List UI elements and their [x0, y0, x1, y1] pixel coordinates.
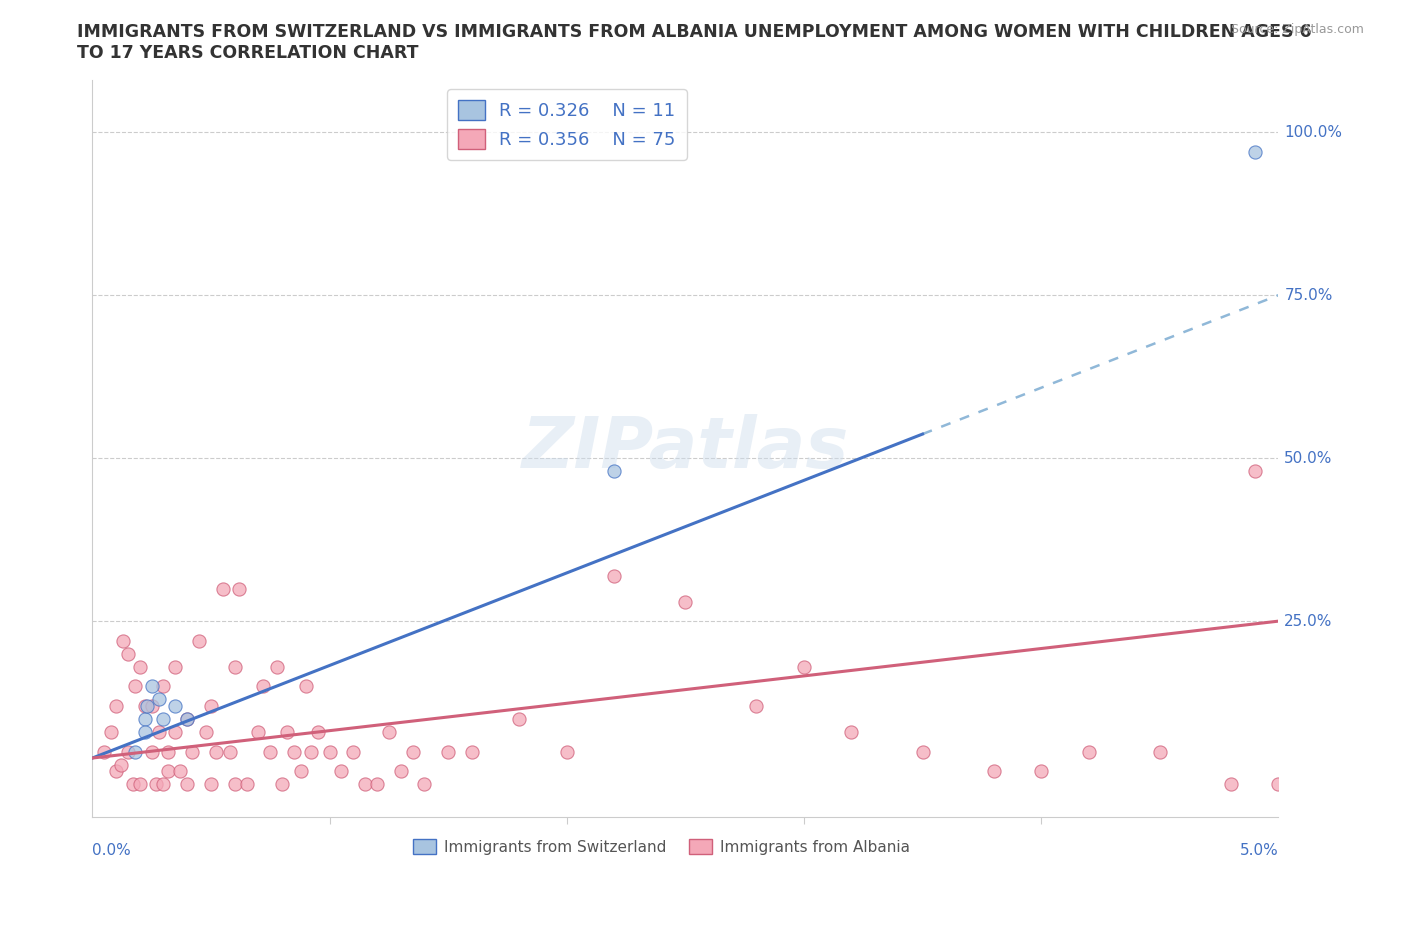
Point [299, 744, 322, 759]
Point [555, 744, 578, 759]
Point [295, 679, 318, 694]
Point [157, 764, 180, 778]
Point [165, 724, 187, 739]
Point [1243, 144, 1265, 159]
Point [1029, 764, 1052, 778]
Point [188, 633, 211, 648]
Point [165, 659, 187, 674]
Point [145, 777, 167, 791]
Point [276, 724, 298, 739]
Point [330, 764, 353, 778]
Point [841, 724, 863, 739]
Point [235, 777, 257, 791]
Point [1077, 744, 1099, 759]
Point [228, 581, 250, 596]
Point [176, 711, 198, 726]
Point [401, 744, 423, 759]
Point [461, 744, 484, 759]
Point [389, 764, 412, 778]
Point [176, 777, 198, 791]
Point [283, 744, 305, 759]
Legend: Immigrants from Switzerland, Immigrants from Albania: Immigrants from Switzerland, Immigrants … [408, 832, 915, 860]
Point [152, 777, 174, 791]
Point [117, 744, 139, 759]
Point [134, 698, 156, 713]
Point [366, 777, 388, 791]
Point [165, 698, 187, 713]
Point [603, 464, 626, 479]
Point [124, 679, 146, 694]
Point [128, 659, 150, 674]
Point [105, 764, 128, 778]
Point [110, 757, 132, 772]
Point [1219, 777, 1241, 791]
Point [152, 679, 174, 694]
Point [141, 698, 163, 713]
Point [204, 744, 226, 759]
Point [437, 744, 460, 759]
Point [134, 724, 156, 739]
Point [211, 581, 233, 596]
Text: 75.0%: 75.0% [1284, 287, 1333, 303]
Point [266, 659, 288, 674]
Point [354, 777, 377, 791]
Point [169, 764, 191, 778]
Text: 25.0%: 25.0% [1284, 614, 1333, 629]
Point [141, 679, 163, 694]
Point [318, 744, 340, 759]
Point [247, 724, 270, 739]
Point [105, 698, 128, 713]
Point [128, 777, 150, 791]
Point [911, 744, 934, 759]
Point [603, 568, 626, 583]
Point [100, 724, 122, 739]
Point [259, 744, 281, 759]
Text: 5.0%: 5.0% [1240, 843, 1278, 857]
Point [413, 777, 436, 791]
Point [983, 764, 1005, 778]
Point [1149, 744, 1171, 759]
Point [148, 692, 170, 707]
Point [673, 594, 696, 609]
Text: 100.0%: 100.0% [1284, 125, 1343, 140]
Point [195, 724, 218, 739]
Point [219, 744, 242, 759]
Point [378, 724, 401, 739]
Point [148, 724, 170, 739]
Point [135, 698, 157, 713]
Point [112, 633, 135, 648]
Point [793, 659, 815, 674]
Point [157, 744, 180, 759]
Point [200, 698, 222, 713]
Point [200, 777, 222, 791]
Point [224, 659, 246, 674]
Text: 50.0%: 50.0% [1284, 451, 1333, 466]
Point [141, 744, 163, 759]
Text: Source: ZipAtlas.com: Source: ZipAtlas.com [1230, 23, 1364, 36]
Point [224, 777, 246, 791]
Point [290, 764, 312, 778]
Point [152, 711, 174, 726]
Point [117, 646, 139, 661]
Point [134, 711, 156, 726]
Point [1243, 464, 1265, 479]
Point [124, 744, 146, 759]
Point [181, 744, 204, 759]
Point [271, 777, 294, 791]
Point [508, 711, 530, 726]
Point [93, 744, 115, 759]
Point [121, 777, 143, 791]
Point [176, 711, 198, 726]
Point [745, 698, 768, 713]
Point [307, 724, 329, 739]
Text: ZIPatlas: ZIPatlas [522, 414, 849, 483]
Text: IMMIGRANTS FROM SWITZERLAND VS IMMIGRANTS FROM ALBANIA UNEMPLOYMENT AMONG WOMEN : IMMIGRANTS FROM SWITZERLAND VS IMMIGRANT… [77, 23, 1312, 62]
Point [252, 679, 274, 694]
Text: 0.0%: 0.0% [93, 843, 131, 857]
Point [342, 744, 364, 759]
Point [1267, 777, 1289, 791]
